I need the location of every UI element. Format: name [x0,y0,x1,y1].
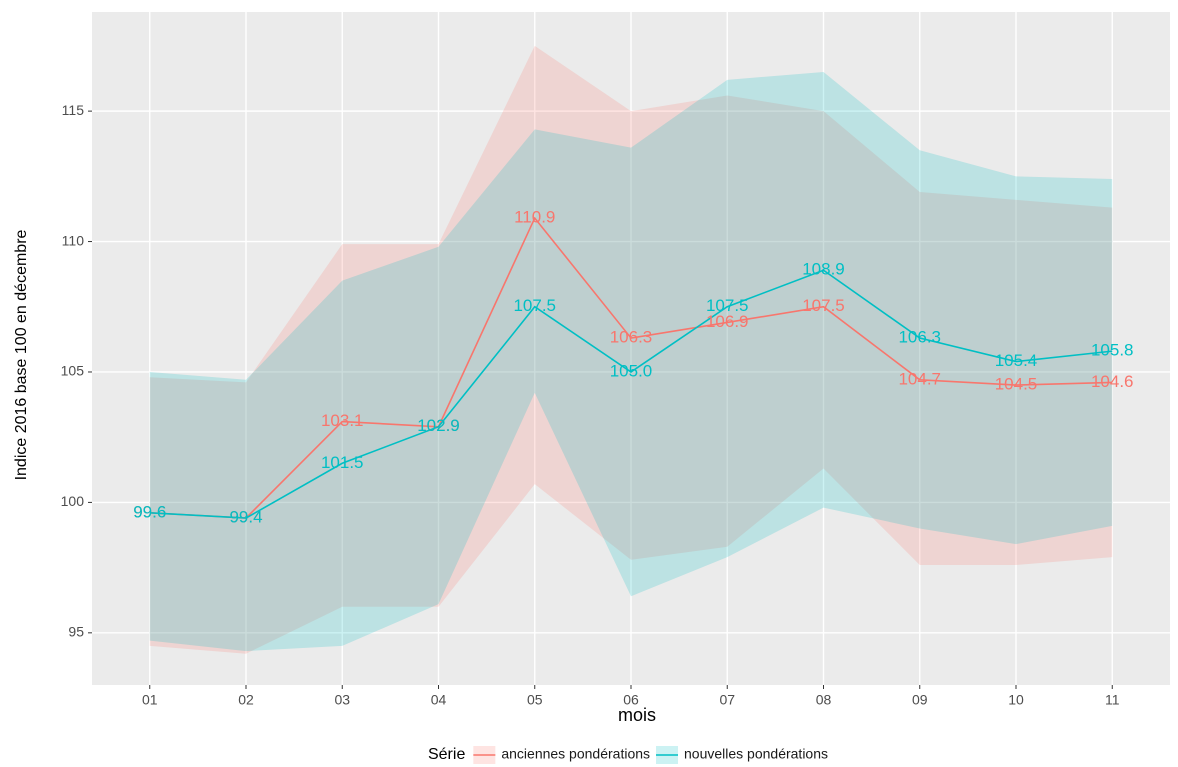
data-label: 102.9 [417,416,460,435]
data-label: 110.9 [514,208,555,227]
x-tick-label: 09 [912,692,928,708]
x-tick-label: 11 [1105,692,1120,708]
legend: Série anciennes pondérations nouvelles pon… [428,746,828,764]
y-axis-label: Indice 2016 base 100 en décembre [13,229,30,480]
data-label: 105.0 [610,361,653,380]
line [149,269,1113,519]
data-label: 107.5 [802,296,845,315]
x-tick-label: 01 [142,692,158,708]
x-axis-label: mois [618,705,656,725]
x-tick-label: 05 [527,692,543,708]
y-tick-label: 95 [68,624,84,640]
legend-title: Série [428,746,465,763]
data-label: 101.5 [321,453,364,472]
y-tick-label: 100 [61,493,85,509]
legend-label: anciennes pondérations [501,746,650,762]
ribbon [149,45,1113,654]
data-label: 107.5 [513,296,556,315]
data-label: 105.8 [1091,341,1134,360]
x-tick-label: 06 [623,692,639,708]
data-label: 104.6 [1091,372,1134,391]
y-tick-label: 115 [62,102,85,118]
data-label: 106.3 [898,328,941,347]
data-label: 99.4 [229,508,262,527]
y-tick-label: 105 [61,363,85,379]
data-label: 105.4 [995,351,1038,370]
data-label: 99.4 [229,508,262,527]
data-label: 104.5 [995,375,1038,394]
data-label: 103.1 [321,411,364,430]
data-label: 108.9 [802,260,845,279]
ribbon [149,71,1113,652]
y-tick-label: 110 [62,232,85,248]
data-label: 106.9 [706,312,749,331]
data-label: 99.6 [133,502,166,521]
line [149,216,1113,519]
data-label: 99.6 [133,502,166,521]
data-label: 102.9 [417,416,460,435]
data-label: 107.5 [706,296,749,315]
x-tick-label: 10 [1008,692,1024,708]
x-tick-label: 03 [334,692,350,708]
x-tick-label: 08 [816,692,832,708]
x-tick-label: 07 [719,692,735,708]
data-label: 106.3 [610,328,653,347]
x-tick-label: 04 [431,692,447,708]
x-tick-label: 02 [238,692,254,708]
data-label: 104.7 [898,369,941,388]
legend-label: nouvelles pondérations [684,746,828,762]
